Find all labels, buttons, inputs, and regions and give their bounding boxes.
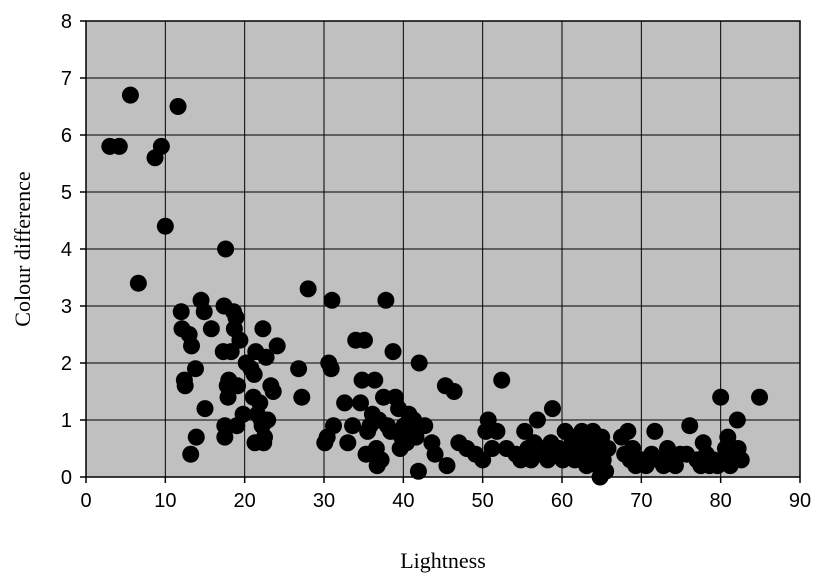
x-tick-label: 90 (789, 490, 811, 512)
data-point (516, 422, 534, 440)
data-point (182, 445, 200, 463)
data-point (751, 388, 769, 406)
data-point (339, 434, 357, 452)
data-point (152, 137, 170, 155)
data-points (101, 86, 769, 486)
data-point (251, 394, 269, 412)
x-tick-label: 60 (551, 490, 573, 512)
data-point (254, 320, 272, 338)
data-point (176, 377, 194, 395)
x-tick-label: 30 (313, 490, 335, 512)
x-tick-label: 80 (710, 490, 732, 512)
y-tick-label: 6 (61, 125, 72, 147)
data-point (474, 451, 492, 469)
data-point (110, 137, 128, 155)
data-point (366, 371, 384, 389)
data-point (293, 388, 311, 406)
data-point (409, 462, 427, 480)
data-point (323, 291, 341, 309)
data-point (646, 422, 664, 440)
data-point (231, 331, 249, 349)
data-point (196, 400, 214, 418)
data-point (375, 388, 392, 406)
data-point (719, 428, 737, 446)
data-point (410, 354, 428, 372)
data-point (483, 440, 501, 457)
data-point (728, 411, 746, 429)
data-point (264, 383, 282, 400)
data-point (416, 417, 434, 435)
data-point (353, 371, 371, 389)
grid-lines (86, 21, 800, 477)
data-point (597, 462, 615, 480)
data-point (217, 240, 235, 258)
x-axis-title: Lightness (400, 548, 486, 573)
data-point (256, 428, 273, 446)
data-point (186, 360, 204, 378)
data-point (219, 388, 237, 406)
data-point (183, 337, 201, 355)
data-point (681, 417, 699, 435)
data-point (299, 280, 317, 298)
data-point (445, 383, 463, 400)
data-point (712, 388, 730, 406)
data-point (336, 394, 354, 412)
x-tick-label: 0 (80, 490, 91, 512)
y-tick-label: 3 (61, 296, 72, 318)
data-point (426, 445, 444, 463)
y-tick-label: 5 (61, 182, 72, 204)
data-point (227, 308, 245, 326)
x-tick-label: 40 (392, 490, 414, 512)
data-point (384, 343, 402, 361)
y-tick-label: 7 (61, 68, 72, 90)
data-point (121, 86, 139, 104)
data-point (528, 411, 546, 429)
data-point (268, 337, 286, 355)
y-tick-label: 0 (61, 467, 72, 489)
data-point (493, 371, 511, 389)
data-point (129, 274, 147, 292)
plot-border (85, 20, 801, 478)
data-point (325, 417, 343, 435)
data-point (488, 422, 506, 440)
y-tick-label: 4 (61, 239, 72, 261)
x-tick-label: 10 (154, 490, 176, 512)
data-point (172, 303, 190, 321)
data-point (377, 291, 395, 309)
data-point (195, 303, 213, 321)
x-axis-ticks: 0 10 20 30 40 50 60 70 80 90 (80, 477, 811, 512)
x-tick-label: 50 (472, 490, 494, 512)
y-tick-label: 1 (61, 410, 72, 432)
data-point (259, 411, 277, 429)
y-tick-label: 2 (61, 353, 72, 375)
data-point (619, 422, 637, 440)
x-tick-label: 20 (234, 490, 256, 512)
y-axis-ticks: 0 1 2 3 4 5 6 7 8 (61, 11, 86, 489)
x-tick-label: 70 (630, 490, 652, 512)
data-point (245, 365, 263, 383)
data-point (599, 440, 617, 457)
data-point (229, 377, 247, 395)
y-tick-label: 8 (61, 11, 72, 33)
data-point (372, 451, 390, 469)
data-point (169, 98, 187, 115)
data-point (216, 417, 234, 435)
data-point (732, 451, 750, 469)
data-point (351, 394, 369, 412)
data-point (234, 405, 252, 423)
data-point (257, 348, 275, 366)
y-axis-title: Colour difference (10, 171, 35, 326)
data-point (438, 457, 456, 475)
data-point (344, 417, 362, 435)
data-point (202, 320, 220, 338)
data-point (322, 360, 340, 378)
data-point (543, 400, 561, 418)
data-point (156, 217, 174, 235)
data-point (355, 331, 373, 349)
data-point (187, 428, 205, 446)
data-point (290, 360, 308, 378)
